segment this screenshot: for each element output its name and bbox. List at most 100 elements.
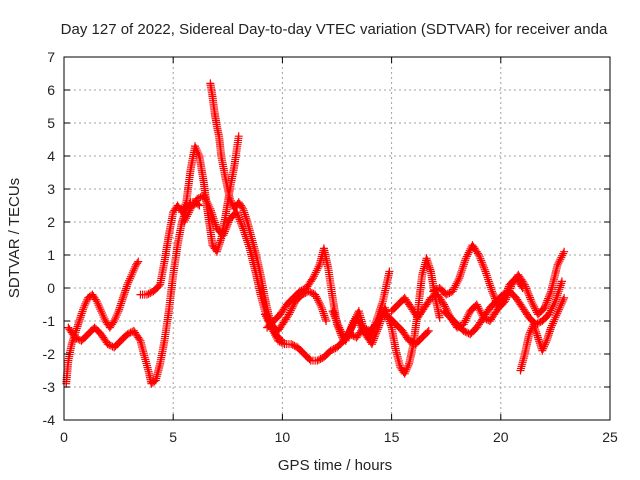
data-point [224,218,233,227]
data-point [210,216,219,225]
data-point [463,312,472,321]
data-point [489,290,498,299]
y-tick-label: -2 [43,346,56,362]
data-point [554,287,563,296]
data-point [453,277,462,286]
data-point [263,316,272,325]
data-point [239,204,248,213]
y-tick-label: 2 [47,214,55,230]
data-point [92,297,101,306]
data-point [543,334,552,343]
data-point [95,303,104,312]
data-point [352,312,361,321]
data-point [127,270,136,279]
data-point [560,293,569,302]
x-tick-label: 10 [275,429,291,445]
data-point [284,310,293,319]
data-point [208,210,217,219]
data-point [371,330,380,339]
data-point [112,311,121,320]
data-point [530,324,539,333]
data-point [312,292,321,301]
data-point [544,310,553,319]
data-point [472,300,481,309]
data-point [225,194,234,203]
data-point [540,342,549,351]
data-point [462,314,471,323]
data-point [232,208,241,217]
data-point [373,327,382,336]
data-point [240,228,249,237]
data-point [348,320,357,329]
data-point [202,197,211,206]
data-point [519,279,528,288]
data-point [313,294,322,303]
data-point [423,258,432,267]
data-point [333,319,342,328]
data-point [120,290,129,299]
data-point [98,311,107,320]
data-point [221,225,230,234]
data-point [201,195,210,204]
data-point [480,263,489,272]
data-point [459,326,468,335]
data-point [314,298,323,307]
data-point [203,199,212,208]
data-point [211,220,220,229]
data-point [111,315,120,324]
data-point [526,295,535,304]
data-point [269,327,278,336]
data-point [105,340,114,349]
data-point [76,313,85,322]
x-tick-label: 20 [493,429,509,445]
data-point [451,281,460,290]
data-point [484,275,493,284]
data-point [287,304,296,313]
data-point [430,286,439,295]
data-point [443,289,452,298]
data-point [322,317,331,325]
data-point [122,282,131,291]
data-point [557,277,566,286]
data-point [465,246,474,255]
data-point [477,256,486,265]
data-point [426,293,435,302]
data-point [375,321,384,330]
data-point [214,242,223,251]
data-point [460,318,469,327]
data-point [315,300,324,309]
data-point [498,290,507,299]
data-point [313,296,322,305]
data-point [344,329,353,338]
data-point [475,252,484,261]
data-point [350,316,359,325]
data-point [424,259,433,268]
data-point [109,318,118,327]
y-tick-label: 3 [47,181,55,197]
data-point [549,300,558,309]
data-point [287,340,296,349]
data-point [527,297,536,306]
data-point [558,251,567,260]
data-point [306,288,315,297]
data-point [481,267,490,276]
data-point [295,287,304,296]
data-point [461,256,470,265]
data-point [485,279,494,288]
data-point [476,308,485,317]
data-point [448,287,457,296]
data-point [131,262,140,271]
data-point [455,272,464,281]
data-point [546,306,555,315]
data-point [553,260,562,269]
data-point [343,333,352,342]
data-point [454,275,463,284]
data-point [482,271,491,280]
data-point [542,336,551,345]
data-point [237,203,246,212]
data-point [473,249,482,258]
data-point [345,327,354,336]
data-point [242,214,251,223]
